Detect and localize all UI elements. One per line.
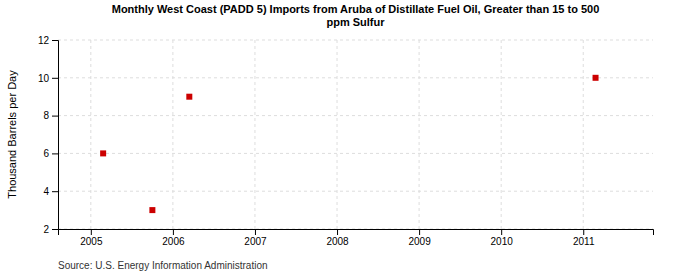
y-tick-label: 12 [38, 35, 50, 46]
grid-line-x [337, 40, 338, 229]
x-tick: 2009 [408, 229, 431, 247]
y-tick: 12 [38, 35, 58, 46]
y-tick-label: 6 [43, 148, 49, 159]
y-tick-mark [52, 116, 58, 117]
points [100, 75, 598, 213]
grid-line-x [583, 40, 584, 229]
point [149, 207, 155, 213]
title-line: Monthly West Coast (PADD 5) Imports from… [112, 3, 600, 15]
grid-line-x [419, 40, 420, 229]
y-axis-line [52, 41, 59, 230]
x-tick-mark [583, 229, 584, 235]
x-tick-label: 2009 [408, 236, 431, 247]
y-tick: 10 [38, 73, 58, 84]
x-tick: 2006 [162, 229, 185, 247]
x-tick-mark [419, 229, 420, 235]
point [593, 75, 599, 81]
y-tick-label: 4 [43, 186, 49, 197]
x-tick-label: 2010 [491, 236, 514, 247]
grid-line-y [58, 153, 653, 154]
grid-line-x [172, 40, 173, 229]
x-tick: 2011 [573, 229, 595, 247]
y-tick-label: 2 [43, 224, 49, 235]
plot: 2005 2006 2007 2008 2009 2010 2011 2 4 6 8 10 12 [38, 35, 654, 247]
x-axis: 2005 2006 2007 2008 2009 2010 2011 [59, 229, 654, 247]
y-tick-mark [52, 229, 58, 230]
grid-line-y [58, 77, 653, 78]
grid [58, 40, 653, 229]
y-tick: 8 [43, 110, 58, 121]
grid-line-x [254, 40, 255, 229]
grid-line-x [501, 40, 502, 229]
x-tick: 2007 [244, 229, 267, 247]
x-tick-label: 2006 [162, 236, 185, 247]
title-line: ppm Sulfur [326, 16, 385, 28]
x-axis-line [59, 230, 654, 236]
x-tick: 2005 [80, 229, 103, 247]
x-tick-label: 2011 [573, 236, 595, 247]
x-tick-label: 2005 [80, 236, 103, 247]
x-tick-mark [91, 229, 92, 235]
point [100, 150, 106, 156]
x-tick-label: 2008 [326, 236, 349, 247]
y-tick: 4 [43, 186, 58, 197]
x-tick: 2010 [491, 229, 514, 247]
y-tick: 2 [43, 224, 58, 235]
source: Source: U.S. Energy Information Administ… [58, 260, 268, 271]
x-tick-mark [337, 229, 338, 235]
chart: 2005 2006 2007 2008 2009 2010 2011 2 4 6 8 10 12 Thou… [0, 0, 675, 275]
x-tick: 2008 [326, 229, 349, 247]
x-tick-mark [255, 229, 256, 235]
y-tick-mark [52, 78, 58, 79]
y-tick-label: 10 [38, 73, 50, 84]
x-tick-label: 2007 [244, 236, 267, 247]
grid-line-y [58, 115, 653, 116]
y-tick: 6 [43, 148, 58, 159]
grid-line-x [90, 40, 91, 229]
y-tick-mark [52, 40, 58, 41]
grid-line-y [58, 191, 653, 192]
x-tick-mark [173, 229, 174, 235]
x-tick-mark [501, 229, 502, 235]
grid-line-y [58, 40, 653, 41]
point [186, 94, 192, 100]
y-axis: 2 4 6 8 10 12 [38, 35, 59, 235]
y-tick-label: 8 [43, 110, 49, 121]
y-tick-mark [52, 153, 58, 154]
title: Monthly West Coast (PADD 5) Imports from… [112, 3, 600, 28]
y-axis-title: Thousand Barrels per Day [6, 70, 18, 199]
y-tick-mark [52, 191, 58, 192]
